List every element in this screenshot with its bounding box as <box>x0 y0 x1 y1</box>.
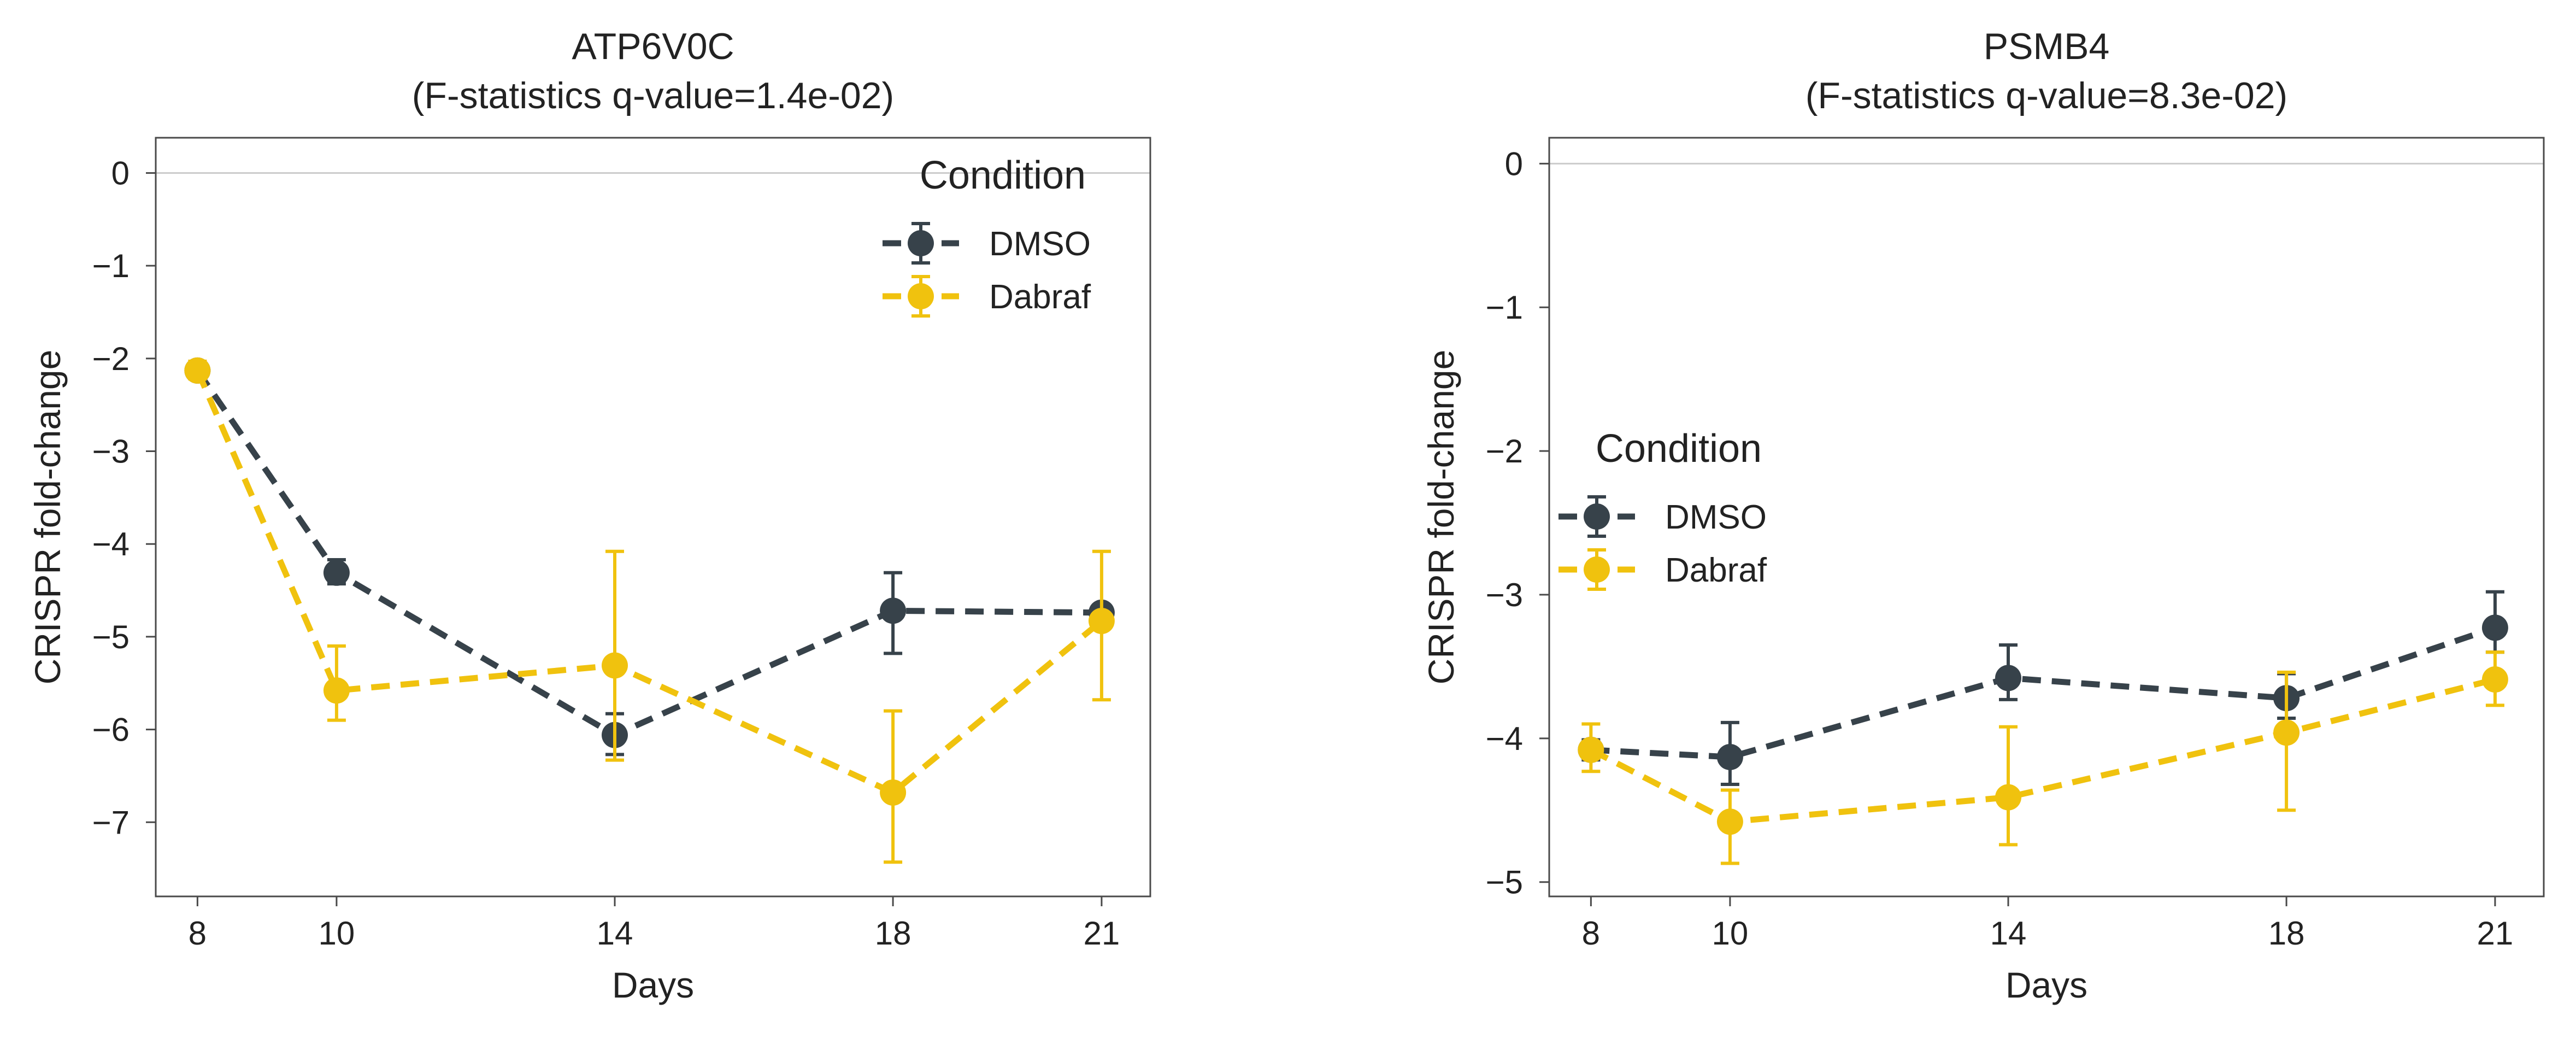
y-tick-label: −1 <box>1486 289 1523 326</box>
x-tick-label: 21 <box>1084 915 1120 952</box>
legend-marker-dmso <box>1584 503 1610 530</box>
legend-marker-dabraf <box>908 283 934 309</box>
y-axis-label: CRISPR fold-change <box>1421 350 1461 685</box>
chart-panel-psmb4: PSMB4 (F-statistics q-value=8.3e-02) 8 10 14… <box>1421 26 2545 1005</box>
data-point-dabraf <box>1995 784 2021 811</box>
x-axis-label: Days <box>612 965 694 1005</box>
data-point-dabraf <box>1088 608 1115 635</box>
legend-marker-dabraf <box>1584 556 1610 583</box>
data-point-dmso <box>1716 744 1743 771</box>
y-tick-label: 0 <box>111 155 130 191</box>
x-tick-label: 21 <box>2477 915 2514 952</box>
x-tick-label: 18 <box>875 915 911 952</box>
x-axis-label: Days <box>2005 965 2087 1005</box>
x-tick-label: 18 <box>2268 915 2305 952</box>
legend-label-dmso: DMSO <box>1665 498 1767 536</box>
y-tick-label: −2 <box>1486 433 1523 470</box>
x-tick-label: 14 <box>597 915 633 952</box>
data-point-dabraf <box>880 779 907 806</box>
data-point-dmso <box>1995 665 2021 691</box>
y-tick-label: −7 <box>92 804 130 841</box>
chart-title: ATP6V0C <box>572 26 734 67</box>
series-line-dabraf <box>1589 676 2496 825</box>
data-point-dabraf <box>184 357 211 384</box>
y-tick-label: −4 <box>1486 720 1523 757</box>
legend-label-dabraf: Dabraf <box>1665 552 1767 589</box>
chart-subtitle: (F-statistics q-value=1.4e-02) <box>412 75 894 116</box>
legend-marker-dmso <box>908 230 934 256</box>
chart-subtitle: (F-statistics q-value=8.3e-02) <box>1805 75 2287 116</box>
y-tick-label: −5 <box>1486 864 1523 901</box>
y-tick-label: −3 <box>1486 577 1523 613</box>
y-tick-label: −3 <box>92 433 130 470</box>
y-tick-label: −6 <box>92 712 130 748</box>
data-point-dmso <box>880 597 907 624</box>
x-tick-label: 10 <box>319 915 355 952</box>
x-tick-label: 14 <box>1990 915 2027 952</box>
plot-frame <box>1548 137 2545 898</box>
legend-label-dabraf: Dabraf <box>989 278 1091 316</box>
legend-title: Condition <box>920 154 1086 197</box>
y-tick-label: −1 <box>92 248 130 284</box>
data-point-dmso <box>2481 614 2508 641</box>
data-point-dabraf <box>1716 808 1743 835</box>
y-tick-label: −5 <box>92 619 130 655</box>
x-tick-label: 10 <box>1712 915 1749 952</box>
y-tick-label: −4 <box>92 526 130 562</box>
y-tick-label: 0 <box>1505 145 1523 182</box>
chart-panel-atp6v0c: ATP6V0C (F-statistics q-value=1.4e-02) 8 10… <box>27 26 1151 1005</box>
x-tick-label: 8 <box>189 915 207 952</box>
x-tick-label: 8 <box>1582 915 1600 952</box>
data-point-dabraf <box>2481 666 2508 693</box>
chart-title: PSMB4 <box>1984 26 2110 67</box>
data-point-dabraf <box>323 677 350 704</box>
legend-label-dmso: DMSO <box>989 225 1091 263</box>
plot-frame <box>155 137 1151 898</box>
data-point-dabraf <box>1578 736 1604 763</box>
legend-title: Condition <box>1596 427 1762 471</box>
y-axis-label: CRISPR fold-change <box>27 350 68 685</box>
data-point-dabraf <box>602 652 628 679</box>
data-point-dmso <box>323 559 350 586</box>
y-tick-label: −2 <box>92 341 130 377</box>
data-point-dabraf <box>2273 719 2300 746</box>
series-line-dmso <box>1591 625 2496 760</box>
